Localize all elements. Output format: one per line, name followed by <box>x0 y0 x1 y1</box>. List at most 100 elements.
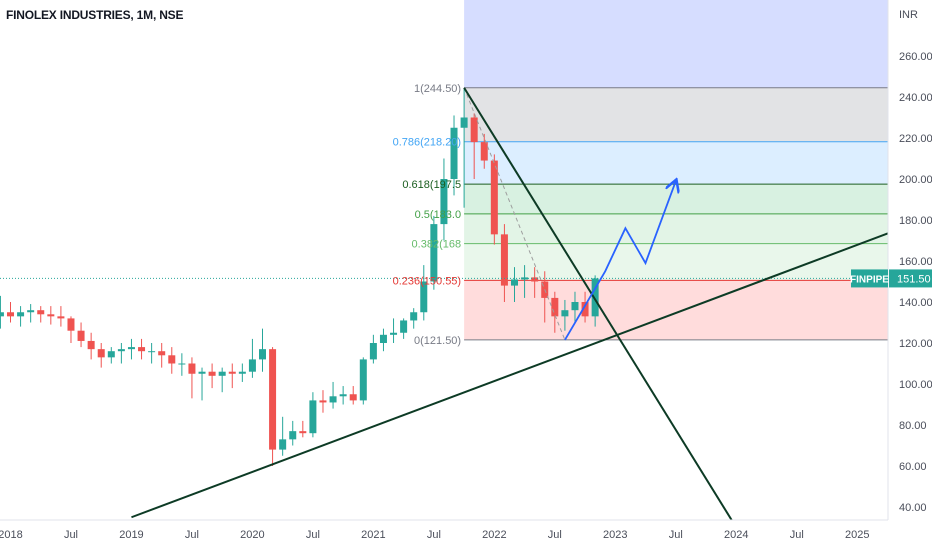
candle-body <box>511 279 518 286</box>
trendline[interactable] <box>131 200 932 519</box>
candle-body <box>460 117 468 128</box>
y-tick-label: 220.00 <box>899 133 932 145</box>
candle-body <box>531 277 539 282</box>
time-axis[interactable]: 2018 Jul 2019 Jul 2020 Jul 2021 Jul 2022 Jul 2023 J… <box>0 529 869 541</box>
x-tick-label: Jul <box>790 529 804 541</box>
candle-body <box>440 179 448 225</box>
candle-body <box>238 371 246 374</box>
candle-body <box>77 330 85 341</box>
y-tick-label: 40.00 <box>899 502 927 514</box>
candle-body <box>279 439 287 450</box>
fib-zone <box>464 87 888 142</box>
price-tag-text: 151.50 <box>897 273 931 285</box>
candle-body <box>148 351 156 353</box>
candle-body <box>359 359 367 401</box>
swing-dashed-line <box>463 87 566 341</box>
candle-body <box>500 234 508 286</box>
candle-body <box>188 363 196 374</box>
candle-body <box>208 371 216 376</box>
y-tick-label: 200.00 <box>899 174 932 186</box>
x-tick-label: Jul <box>548 529 562 541</box>
candle-body <box>289 431 297 440</box>
candle-body <box>168 355 176 364</box>
candle-body <box>581 302 589 317</box>
candle-body <box>107 351 115 358</box>
candle-body <box>27 310 35 313</box>
candle-body <box>198 371 206 374</box>
candle-body <box>97 349 105 358</box>
projection-path[interactable] <box>564 181 676 341</box>
candle-body <box>138 347 146 352</box>
candle-body <box>329 396 337 403</box>
fib-level-label: 1(244.50) <box>414 83 461 95</box>
trendline[interactable] <box>463 87 736 528</box>
candle-body <box>551 297 559 317</box>
fib-zone-extension <box>464 0 888 88</box>
x-tick-label: 2025 <box>845 529 869 541</box>
candle-body <box>400 320 408 333</box>
x-tick-label: 2019 <box>119 529 143 541</box>
x-tick-label: Jul <box>427 529 441 541</box>
fib-level-label: 0.236(150.55) <box>393 275 462 287</box>
y-tick-label: 160.00 <box>899 256 932 268</box>
x-tick-label: 2022 <box>482 529 506 541</box>
candle-body <box>450 127 458 179</box>
currency-label: INR <box>899 9 918 21</box>
x-tick-label: 2021 <box>361 529 385 541</box>
x-tick-label: 2023 <box>603 529 627 541</box>
fib-level-label: 0.618(197.5 <box>402 179 461 191</box>
fib-zone <box>464 243 888 281</box>
symbol-tag-bg <box>851 269 888 288</box>
candle-body <box>521 277 529 280</box>
candle-body <box>218 371 226 376</box>
plot-area[interactable]: 1(244.50) 0.786(218.20) 0.618(197.5 0.5(183… <box>0 0 932 528</box>
chart-title: FINOLEX INDUSTRIES, 1M, NSE <box>6 8 184 22</box>
candlestick-series <box>0 88 599 466</box>
fib-level-label: 0.786(218.20) <box>393 137 462 149</box>
candle-body <box>410 312 418 321</box>
candle-body <box>309 400 317 434</box>
candle-body <box>7 312 14 317</box>
candle-body <box>117 349 125 352</box>
fib-level-label: 0.5(183.0 <box>415 209 461 221</box>
x-tick-label: Jul <box>306 529 320 541</box>
candle-body <box>87 340 95 350</box>
x-tick-label: Jul <box>185 529 199 541</box>
x-tick-label: Jul <box>669 529 683 541</box>
fib-level-label: 0(121.50) <box>414 335 461 347</box>
price-axis[interactable]: INR 260.00 240.00 220.00 200.00 180.00 160.00… <box>899 9 932 514</box>
price-label-tag: FINPIPE 151.50 <box>850 269 932 288</box>
candle-body <box>178 363 186 365</box>
candle-body <box>470 117 478 143</box>
fibonacci-labels: 1(244.50) 0.786(218.20) 0.618(197.5 0.5(183… <box>393 83 462 347</box>
candle-body <box>158 351 166 356</box>
y-tick-label: 60.00 <box>899 461 927 473</box>
candle-body <box>299 431 307 434</box>
candle-body <box>319 400 327 403</box>
fib-zone <box>464 280 888 340</box>
x-tick-label: 2020 <box>240 529 264 541</box>
candle-body <box>37 310 45 315</box>
fibonacci-zones <box>464 0 888 341</box>
y-tick-label: 120.00 <box>899 338 932 350</box>
y-tick-label: 100.00 <box>899 379 932 391</box>
candle-body <box>127 347 135 350</box>
fib-level-label: 0.382(168 <box>412 239 462 251</box>
candle-body <box>420 281 428 313</box>
candle-body <box>369 343 377 360</box>
candle-body <box>339 394 347 397</box>
x-tick-label: 2018 <box>0 529 23 541</box>
price-tag-bg <box>889 269 932 288</box>
candle-body <box>228 371 236 374</box>
symbol-tag-text: FINPIPE <box>850 274 889 285</box>
y-tick-label: 260.00 <box>899 51 932 63</box>
y-tick-label: 180.00 <box>899 215 932 227</box>
candle-body <box>67 318 75 331</box>
candle-body <box>571 302 579 311</box>
drawing-overlays[interactable] <box>131 87 932 528</box>
candle-body <box>561 310 569 317</box>
candle-body <box>0 312 4 317</box>
candle-body <box>591 278 599 317</box>
candle-body <box>47 314 55 317</box>
